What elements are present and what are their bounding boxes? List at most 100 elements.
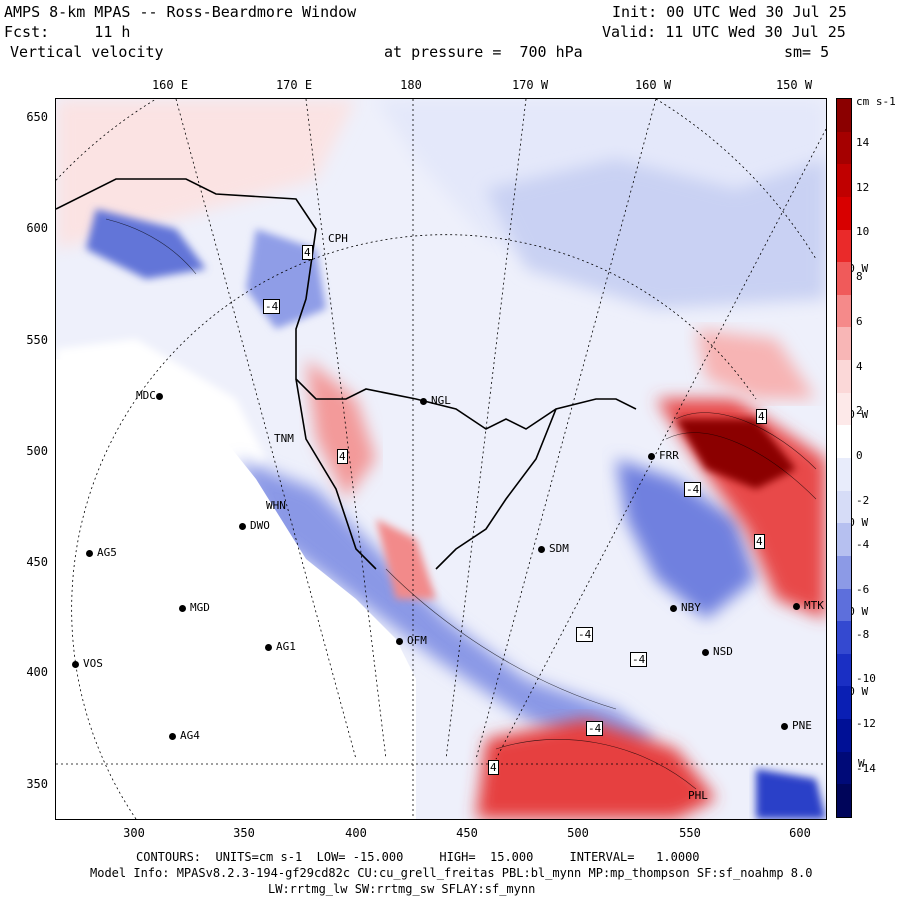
- colorbar-segment: [837, 327, 851, 361]
- colorbar-segment: [837, 686, 851, 720]
- colorbar-segment: [837, 719, 851, 753]
- x-tick-label: 600: [789, 826, 811, 840]
- y-tick-label: 550: [26, 333, 48, 347]
- smoothing: sm= 5: [784, 43, 830, 61]
- colorbar-tick-label: 6: [856, 314, 863, 328]
- y-tick-label: 400: [26, 665, 48, 679]
- x-tick-label: 300: [123, 826, 145, 840]
- contour-label: -4: [684, 482, 702, 497]
- colorbar-units: cm s-1: [856, 95, 896, 108]
- contour-label: -4: [263, 299, 281, 314]
- station-ofm: OFM: [396, 634, 427, 647]
- x-tick-label: 500: [567, 826, 589, 840]
- colorbar: [836, 98, 852, 818]
- contour-label: 4: [754, 534, 765, 549]
- colorbar-segment: [837, 653, 851, 687]
- contour-label: -4: [630, 652, 648, 667]
- contour-label: -4: [586, 721, 604, 736]
- model-info: Model Info: MPASv8.2.3-194-gf29cd82c CU:…: [90, 866, 813, 880]
- station-sdm: SDM: [538, 542, 569, 555]
- contour-label: 4: [488, 760, 499, 775]
- top-lon-label: 170 E: [275, 78, 313, 92]
- station-frr: FRR: [648, 449, 679, 462]
- top-lon-label: 170 W: [511, 78, 549, 92]
- colorbar-segment: [837, 99, 851, 133]
- colorbar-tick-label: 12: [856, 180, 870, 194]
- station-vos: VOS: [72, 657, 103, 670]
- top-lon-label: 160 W: [634, 78, 672, 92]
- colorbar-tick-label: -14: [856, 761, 876, 775]
- colorbar-tick-label: 14: [856, 136, 870, 149]
- colorbar-tick-label: -4: [856, 538, 870, 552]
- station-phl: PHL: [688, 789, 708, 802]
- colorbar-segment: [837, 131, 851, 165]
- colorbar-segment: [837, 360, 851, 394]
- colorbar-segment: [837, 229, 851, 263]
- colorbar-tick-label: -10: [856, 672, 876, 686]
- colorbar-segment: [837, 555, 851, 590]
- contour-label: 4: [302, 245, 313, 260]
- x-tick-label: 350: [233, 826, 255, 840]
- colorbar-tick-label: 0: [856, 448, 863, 462]
- colorbar-segment: [837, 588, 851, 622]
- station-pne: PNE: [781, 719, 812, 732]
- station-whn: WHN: [266, 499, 286, 512]
- colorbar-segment: [837, 458, 851, 492]
- valid-time: Valid: 11 UTC Wed 30 Jul 25: [602, 23, 846, 41]
- colorbar-segment: [837, 164, 851, 198]
- map-panel: MDC NGL TNM WHN DWO AG5 MGD AG1 VOS AG4 …: [55, 98, 827, 820]
- colorbar-segment: [837, 751, 851, 785]
- field-name: Vertical velocity: [10, 43, 164, 61]
- vertical-velocity-field: [56, 99, 826, 819]
- contour-info: CONTOURS: UNITS=cm s-1 LOW= -15.000 HIGH…: [136, 850, 700, 864]
- colorbar-tick-label: -8: [856, 627, 870, 641]
- y-tick-label: 500: [26, 444, 48, 458]
- station-ag5: AG5: [86, 546, 117, 559]
- contour-label: -4: [576, 627, 594, 642]
- colorbar-segment: [837, 262, 851, 296]
- station-nsd: NSD: [702, 645, 733, 658]
- colorbar-tick-label: 2: [856, 404, 863, 418]
- x-tick-label: 550: [679, 826, 701, 840]
- colorbar-tick-label: 8: [856, 270, 863, 284]
- model-physics: LW:rrtmg_lw SW:rrtmg_sw SFLAY:sf_mynn: [268, 882, 536, 896]
- contour-label: 4: [756, 409, 767, 424]
- colorbar-segment: [837, 621, 851, 655]
- colorbar-tick-label: -12: [856, 717, 876, 731]
- top-lon-label: 150 W: [775, 78, 813, 92]
- station-dwo: DWO: [239, 519, 270, 532]
- colorbar-segment: [837, 392, 851, 426]
- y-tick-label: 650: [26, 110, 48, 124]
- right-lon-label: W: [858, 757, 865, 770]
- station-tnm: TNM: [274, 432, 294, 445]
- colorbar-tick-label: -2: [856, 493, 870, 507]
- y-tick-label: 350: [26, 777, 48, 791]
- colorbar-segment: [837, 196, 851, 231]
- colorbar-tick-label: 10: [856, 225, 870, 239]
- station-ag1: AG1: [265, 640, 296, 653]
- station-mdc: MDC: [136, 389, 167, 402]
- colorbar-segment: [837, 784, 851, 818]
- colorbar-tick-label: 4: [856, 359, 863, 373]
- pressure-level: at pressure = 700 hPa: [384, 43, 583, 61]
- station-mtk: MTK: [793, 599, 824, 612]
- station-mgd: MGD: [179, 601, 210, 614]
- contour-label: 4: [337, 449, 348, 464]
- colorbar-segment: [837, 490, 851, 524]
- station-ngl: NGL: [420, 394, 451, 407]
- colorbar-tick-label: -6: [856, 583, 870, 596]
- y-tick-label: 450: [26, 555, 48, 569]
- colorbar-segment: [837, 294, 851, 328]
- top-lon-label: 160 E: [151, 78, 189, 92]
- y-tick-label: 600: [26, 221, 48, 235]
- x-tick-label: 400: [345, 826, 367, 840]
- station-nby: NBY: [670, 601, 701, 614]
- station-cph: CPH: [328, 232, 348, 245]
- colorbar-segment: [837, 425, 851, 459]
- station-ag4: AG4: [169, 729, 200, 742]
- forecast-hour: Fcst: 11 h: [4, 23, 131, 41]
- map-title: AMPS 8-km MPAS -- Ross-Beardmore Window: [4, 3, 357, 21]
- colorbar-segment: [837, 523, 851, 557]
- init-time: Init: 00 UTC Wed 30 Jul 25: [612, 3, 847, 21]
- x-tick-label: 450: [456, 826, 478, 840]
